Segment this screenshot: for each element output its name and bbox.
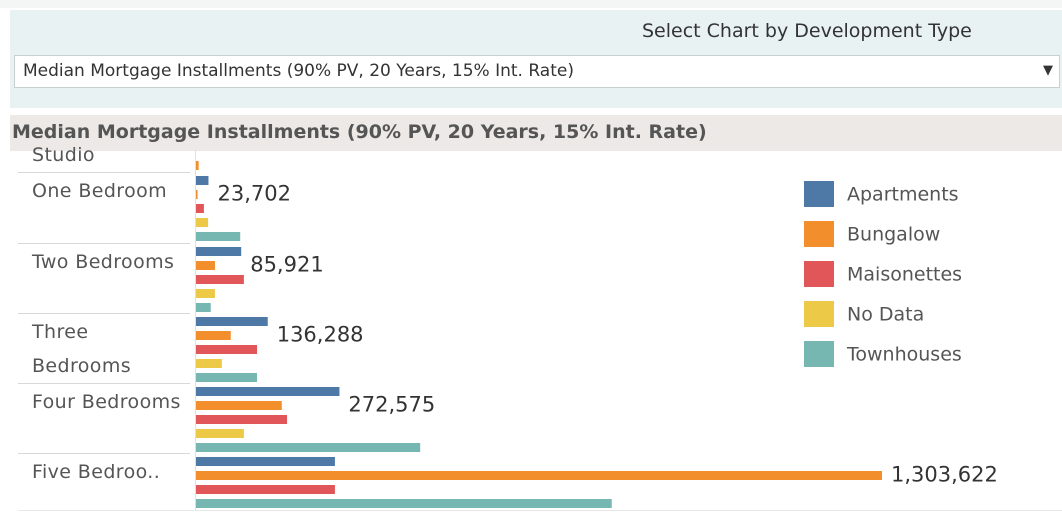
row-label: Four Bedrooms bbox=[32, 391, 181, 413]
bar bbox=[196, 204, 204, 213]
bar bbox=[196, 275, 244, 284]
bar bbox=[196, 471, 882, 480]
bar bbox=[196, 373, 258, 382]
filter-panel: Select Chart by Development Type Median … bbox=[10, 10, 1062, 108]
legend-label: No Data bbox=[847, 304, 924, 326]
legend-label: Maisonettes bbox=[847, 264, 962, 286]
legend-label: Townhouses bbox=[846, 344, 962, 366]
legend-swatch bbox=[804, 261, 834, 287]
bar bbox=[196, 218, 209, 227]
legend-swatch bbox=[804, 341, 834, 367]
value-label: 136,288 bbox=[277, 323, 364, 347]
bar bbox=[196, 247, 242, 256]
value-label: 23,702 bbox=[217, 182, 290, 206]
bar bbox=[196, 499, 612, 508]
legend-swatch bbox=[804, 301, 834, 327]
bar bbox=[196, 303, 211, 312]
row-label: One Bedroom bbox=[32, 180, 168, 202]
bar bbox=[196, 232, 241, 241]
top-strip bbox=[0, 0, 1062, 8]
row-label: Three Bedrooms bbox=[32, 321, 132, 377]
row-label: Studio bbox=[32, 144, 95, 166]
bar bbox=[196, 415, 288, 424]
bar bbox=[196, 429, 244, 438]
row-label: Two Bedrooms bbox=[32, 251, 175, 273]
bar bbox=[196, 485, 335, 494]
bar bbox=[196, 359, 222, 368]
bar bbox=[196, 331, 231, 340]
legend-label: Bungalow bbox=[847, 224, 940, 246]
dropdown-value[interactable]: Median Mortgage Installments (90% PV, 20… bbox=[23, 61, 574, 81]
legend-swatch bbox=[804, 181, 834, 207]
bar bbox=[196, 190, 198, 199]
chart: 23,702 85,921 136,288 272,575 1,303,622 Apart… bbox=[18, 150, 1062, 511]
value-label: 85,921 bbox=[250, 253, 323, 277]
bar bbox=[196, 345, 258, 354]
bar bbox=[196, 161, 199, 170]
bar bbox=[196, 261, 215, 270]
bar bbox=[196, 317, 268, 326]
bar bbox=[196, 289, 215, 298]
filter-title: Select Chart by Development Type bbox=[642, 20, 972, 42]
bar bbox=[196, 457, 335, 466]
dropdown-arrow[interactable]: ▼ bbox=[1043, 63, 1053, 78]
bar bbox=[196, 387, 340, 396]
legend-swatch bbox=[804, 221, 834, 247]
value-label: 272,575 bbox=[348, 393, 435, 417]
chart-title-bar: Median Mortgage Installments (90% PV, 20… bbox=[10, 115, 1062, 151]
bar bbox=[196, 176, 209, 185]
chart-title: Median Mortgage Installments (90% PV, 20… bbox=[12, 121, 707, 143]
bar bbox=[196, 443, 421, 452]
bar bbox=[196, 401, 282, 410]
legend-label: Apartments bbox=[847, 184, 959, 206]
value-label: 1,303,622 bbox=[891, 463, 998, 487]
dropdown[interactable]: Median Mortgage Installments (90% PV, 20… bbox=[14, 55, 1060, 88]
row-label: Five Bedroo.. bbox=[32, 461, 161, 483]
